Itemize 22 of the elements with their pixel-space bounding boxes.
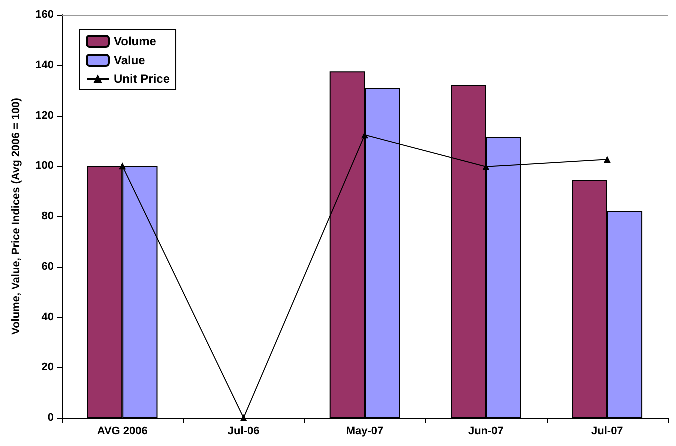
y-tick-label: 0 — [48, 412, 54, 424]
y-tick-label: 80 — [42, 210, 54, 222]
y-tick-label: 140 — [36, 59, 54, 72]
point — [119, 162, 126, 170]
y-axis-title: Volume, Value, Price Indices (Avg 2006 = 100) — [10, 98, 22, 335]
x-tick-label: AVG 2006 — [97, 426, 148, 438]
x-tick-label: Jun-07 — [468, 426, 504, 438]
y-tick-label: 20 — [42, 362, 54, 374]
x-tick-label: May-07 — [346, 426, 384, 438]
y-tick-label: 60 — [42, 260, 54, 273]
legend-label: Volume — [114, 34, 157, 48]
y-tick-label: 100 — [36, 160, 54, 172]
x-tick-label: Jul-06 — [228, 426, 260, 438]
point — [482, 163, 490, 170]
point — [240, 414, 248, 422]
x-tick-label: Jul-07 — [592, 426, 624, 438]
y-tick-label: 120 — [36, 110, 54, 122]
legend-label: Value — [114, 54, 146, 68]
point — [604, 156, 611, 164]
y-tick-label: 40 — [42, 311, 54, 324]
legend-label: Unit Price — [114, 72, 170, 86]
y-tick-label: 160 — [36, 9, 54, 21]
